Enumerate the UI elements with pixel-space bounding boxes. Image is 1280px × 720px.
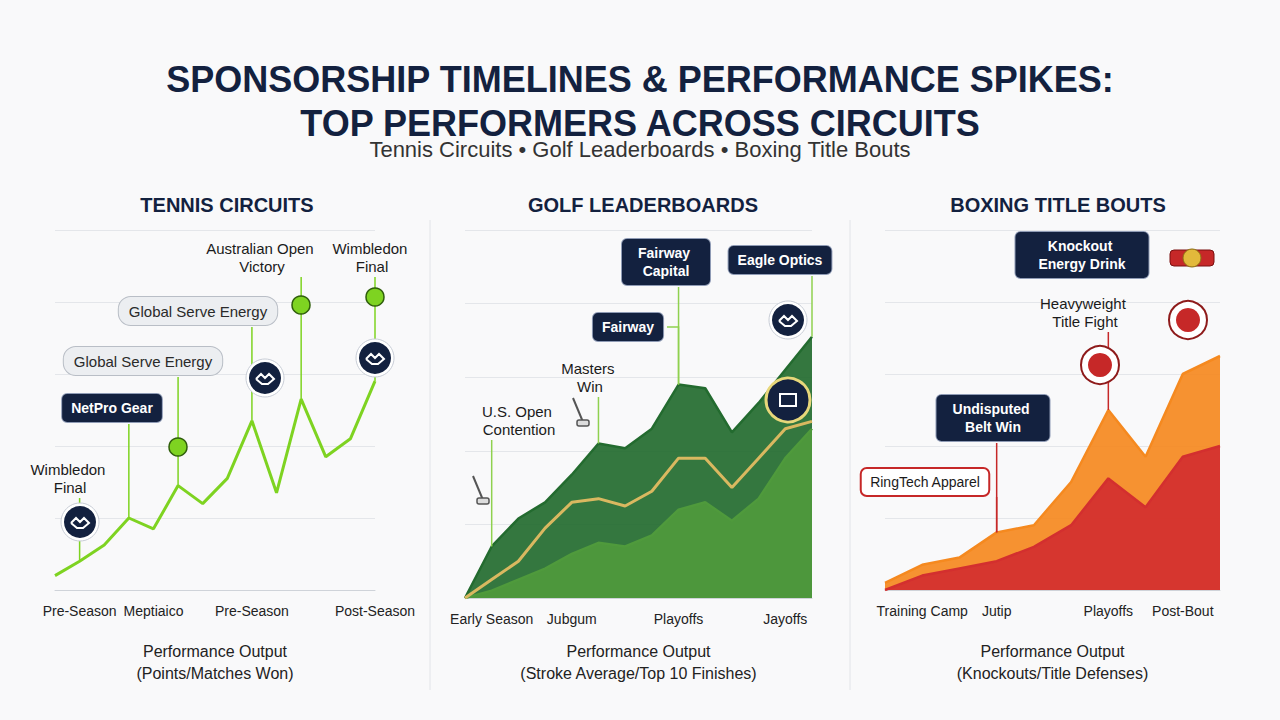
svg-text:Wimbledon: Wimbledon — [332, 240, 411, 257]
svg-text:Eagle Optics: Eagle Optics — [738, 252, 823, 268]
svg-text:Performance Output: Performance Output — [566, 643, 711, 660]
svg-text:Meptiaico: Meptiaico — [124, 603, 184, 619]
svg-text:Final: Final — [356, 258, 389, 275]
svg-text:Global Serve Energy: Global Serve Energy — [129, 303, 268, 320]
svg-text:Belt Win: Belt Win — [965, 419, 1021, 435]
svg-text:Jayoffs: Jayoffs — [763, 611, 807, 627]
svg-text:Energy Drink: Energy Drink — [1038, 256, 1125, 272]
svg-text:Undisputed: Undisputed — [953, 401, 1034, 417]
svg-text:BOXING TITLE BOUTS: BOXING TITLE BOUTS — [950, 194, 1166, 216]
svg-text:Performance Output: Performance Output — [980, 643, 1125, 660]
svg-text:Post-Season: Post-Season — [335, 603, 415, 619]
svg-text:Post-Bout: Post-Bout — [1152, 603, 1214, 619]
svg-text:Title Fight: Title Fight — [1052, 313, 1118, 330]
svg-text:Pre-Season: Pre-Season — [215, 603, 289, 619]
svg-text:Performance Output: Performance Output — [143, 643, 288, 660]
svg-text:Playoffs: Playoffs — [1084, 603, 1134, 619]
svg-text:Final: Final — [54, 479, 87, 496]
svg-text:Australian Open: Australian Open — [206, 240, 318, 257]
svg-text:RingTech Apparel: RingTech Apparel — [870, 474, 980, 490]
svg-text:Jubgum: Jubgum — [547, 611, 597, 627]
svg-text:Heavyweight: Heavyweight — [1040, 295, 1130, 312]
svg-text:Knockout: Knockout — [1048, 238, 1116, 254]
svg-text:Jutip: Jutip — [982, 603, 1012, 619]
svg-text:Early Season: Early Season — [450, 611, 533, 627]
svg-text:Fairway: Fairway — [602, 319, 654, 335]
svg-text:NetPro Gear: NetPro Gear — [71, 400, 153, 416]
svg-text:TENNIS CIRCUITS: TENNIS CIRCUITS — [140, 194, 313, 216]
svg-text:TOP PERFORMERS ACROSS CIRCUITS: TOP PERFORMERS ACROSS CIRCUITS — [300, 102, 980, 144]
svg-text:Victory: Victory — [239, 258, 285, 275]
svg-text:U.S. Open: U.S. Open — [482, 403, 556, 420]
svg-text:Capital: Capital — [643, 263, 690, 279]
svg-text:Training Camp: Training Camp — [877, 603, 969, 619]
svg-text:Pre-Season: Pre-Season — [43, 603, 117, 619]
svg-text:Fairway: Fairway — [638, 245, 694, 261]
svg-text:(Knockouts/Title Defenses): (Knockouts/Title Defenses) — [957, 665, 1148, 682]
svg-text:(Points/Matches Won): (Points/Matches Won) — [136, 665, 293, 682]
svg-text:SPONSORSHIP TIMELINES & PERFOR: SPONSORSHIP TIMELINES & PERFORMANCE SPIK… — [166, 59, 1113, 100]
svg-text:Wimbledon: Wimbledon — [30, 461, 109, 478]
svg-text:Global Serve Energy: Global Serve Energy — [74, 353, 213, 370]
svg-text:Contention: Contention — [483, 421, 556, 438]
svg-text:(Stroke Average/Top 10 Finishe: (Stroke Average/Top 10 Finishes) — [520, 665, 756, 682]
svg-text:Playoffs: Playoffs — [654, 611, 704, 627]
svg-text:Tennis Circuits • Golf Leaderb: Tennis Circuits • Golf Leaderboards • Bo… — [369, 137, 910, 162]
svg-text:Win: Win — [577, 378, 603, 395]
svg-text:Masters: Masters — [561, 360, 619, 377]
svg-text:GOLF LEADERBOARDS: GOLF LEADERBOARDS — [528, 194, 758, 216]
